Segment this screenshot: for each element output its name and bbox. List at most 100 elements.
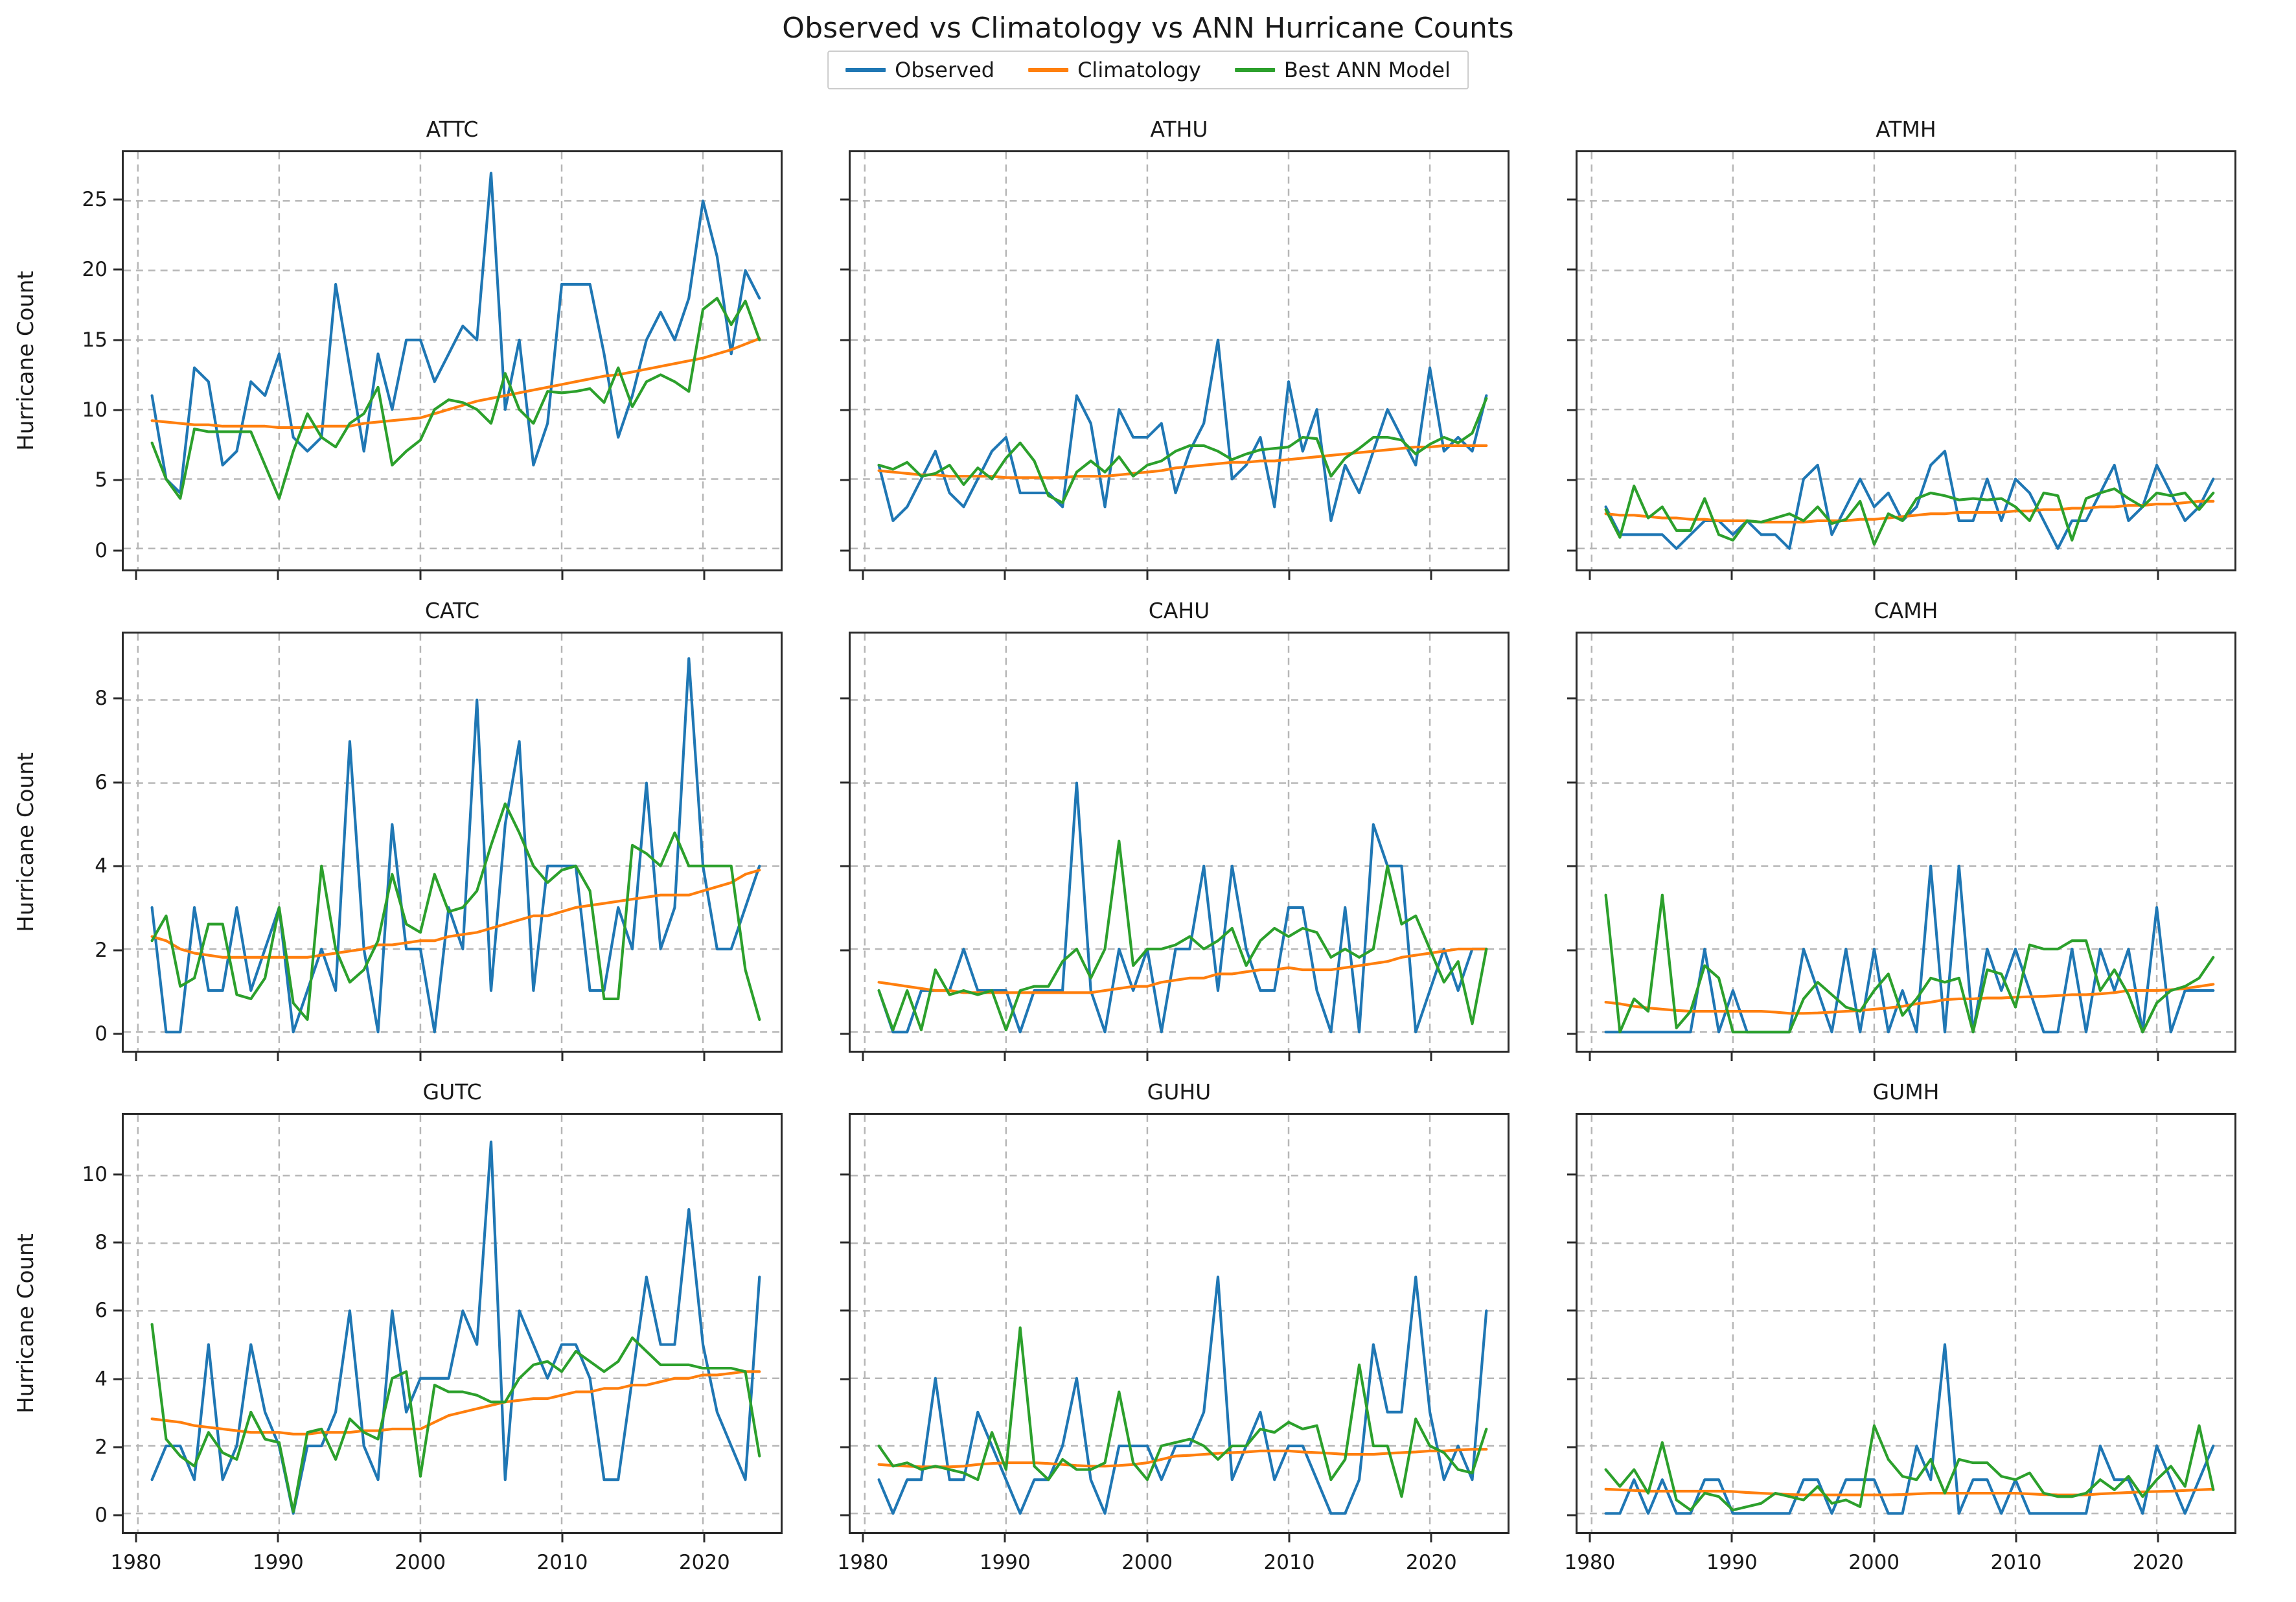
- legend-label: Observed: [895, 58, 995, 82]
- subplot-title: CAHU: [1148, 598, 1210, 623]
- plot-canvas: [851, 152, 1508, 569]
- y-tick-mark: [113, 268, 122, 271]
- series-line-best-ann-model: [1604, 1424, 2215, 1512]
- y-tick-label: 5: [95, 468, 108, 492]
- x-tick-mark: [277, 1053, 279, 1061]
- y-tick-mark: [840, 409, 849, 411]
- legend-entry-climatology[interactable]: Climatology: [1028, 58, 1201, 82]
- y-tick-mark: [840, 479, 849, 481]
- plot-canvas: [124, 152, 781, 569]
- plot-area: [1576, 1113, 2236, 1534]
- y-tick-mark: [840, 781, 849, 784]
- plot-area: [849, 150, 1510, 571]
- y-tick-mark: [1567, 1378, 1576, 1380]
- x-tick-mark: [1146, 571, 1149, 580]
- y-tick-label: 0: [95, 538, 108, 562]
- x-tick-label: 2020: [678, 1551, 730, 1574]
- series-line-climatology: [150, 1370, 761, 1436]
- x-tick-label: 2010: [1263, 1551, 1315, 1574]
- y-tick-mark: [1567, 1309, 1576, 1312]
- x-tick-mark: [862, 1534, 864, 1542]
- series-line-climatology: [1604, 1487, 2215, 1496]
- subplot-catc: CATC 0 2 4 6 8 Hurricane Count: [13, 598, 783, 1061]
- plot-canvas: [1578, 1115, 2234, 1532]
- x-tick-mark: [561, 571, 564, 580]
- y-tick-mark: [840, 268, 849, 271]
- x-tick-mark: [1873, 1534, 1876, 1542]
- y-tick-label: 4: [95, 1367, 108, 1391]
- y-tick-mark: [113, 1173, 122, 1176]
- y-tick-mark: [113, 549, 122, 551]
- series-line-climatology: [877, 1448, 1488, 1469]
- y-tick-mark: [113, 1514, 122, 1516]
- y-tick-mark: [840, 1378, 849, 1380]
- x-tick-mark: [2157, 1534, 2159, 1542]
- y-tick-mark: [840, 339, 849, 341]
- plot-area: [122, 632, 783, 1053]
- y-tick-mark: [1567, 549, 1576, 551]
- legend-entry-observed[interactable]: Observed: [845, 58, 994, 82]
- y-tick-mark: [1567, 198, 1576, 201]
- subplot-atmh: ATMH: [1567, 117, 2236, 580]
- chart-legend: Observed Climatology Best ANN Model: [827, 51, 1469, 89]
- y-tick-mark: [840, 1309, 849, 1312]
- x-tick-mark: [2015, 571, 2017, 580]
- x-tick-mark: [1288, 571, 1291, 580]
- x-tick-label: 2000: [1121, 1551, 1173, 1574]
- x-tick-mark: [1288, 1534, 1291, 1542]
- y-tick-label: 0: [95, 1022, 108, 1046]
- x-tick-label: 2020: [1405, 1551, 1457, 1574]
- y-tick-label: 8: [95, 1231, 108, 1254]
- x-tick-label: 1990: [252, 1551, 304, 1574]
- y-tick-label: 6: [95, 1299, 108, 1323]
- y-axis-label: Hurricane Count: [13, 271, 39, 451]
- x-tick-mark: [1146, 1534, 1149, 1542]
- series-line-observed: [150, 1140, 761, 1515]
- x-tick-mark: [1004, 1534, 1006, 1542]
- y-tick-label: 2: [95, 1435, 108, 1459]
- x-tick-mark: [703, 1053, 706, 1061]
- x-tick-label: 2000: [1848, 1551, 1900, 1574]
- y-tick-mark: [840, 1033, 849, 1035]
- y-tick-mark: [1567, 409, 1576, 411]
- subplot-title: CAMH: [1874, 598, 1938, 623]
- x-tick-mark: [1288, 1053, 1291, 1061]
- x-tick-label: 2010: [536, 1551, 588, 1574]
- x-tick-label: 1990: [1706, 1551, 1758, 1574]
- y-tick-mark: [1567, 479, 1576, 481]
- y-tick-mark: [840, 1173, 849, 1176]
- series-line-climatology: [877, 444, 1488, 479]
- y-tick-mark: [113, 198, 122, 201]
- x-tick-mark: [1004, 1053, 1006, 1061]
- x-tick-mark: [135, 1534, 137, 1542]
- x-tick-mark: [1004, 571, 1006, 580]
- legend-entry-best-ann-model[interactable]: Best ANN Model: [1234, 58, 1451, 82]
- plot-area: [1576, 150, 2236, 571]
- y-tick-label: 15: [82, 328, 108, 352]
- subplot-title: ATMH: [1876, 117, 1936, 142]
- y-tick-mark: [113, 697, 122, 700]
- x-tick-mark: [2015, 1053, 2017, 1061]
- legend-label: Climatology: [1077, 58, 1201, 82]
- subplot-title: CATC: [424, 598, 480, 623]
- figure-title: Observed vs Climatology vs ANN Hurricane…: [782, 12, 1514, 45]
- x-tick-mark: [1730, 571, 1733, 580]
- y-tick-mark: [840, 949, 849, 952]
- y-tick-label: 6: [95, 770, 108, 794]
- y-tick-mark: [1567, 268, 1576, 271]
- subplot-attc: ATTC 0 5 10 15 20 25 Hurricane Count: [13, 117, 783, 580]
- y-tick-label: 10: [82, 398, 108, 422]
- x-tick-mark: [277, 1534, 279, 1542]
- plot-area: [849, 1113, 1510, 1534]
- x-tick-mark: [1430, 1053, 1432, 1061]
- x-tick-mark: [862, 571, 864, 580]
- y-tick-mark: [1567, 949, 1576, 952]
- series-line-best-ann-model: [877, 1326, 1488, 1498]
- y-tick-label: 8: [95, 687, 108, 711]
- x-tick-mark: [135, 571, 137, 580]
- x-tick-label: 1980: [837, 1551, 889, 1574]
- legend-line-icon: [1234, 68, 1275, 72]
- y-tick-mark: [840, 549, 849, 551]
- series-line-observed: [1604, 1343, 2215, 1515]
